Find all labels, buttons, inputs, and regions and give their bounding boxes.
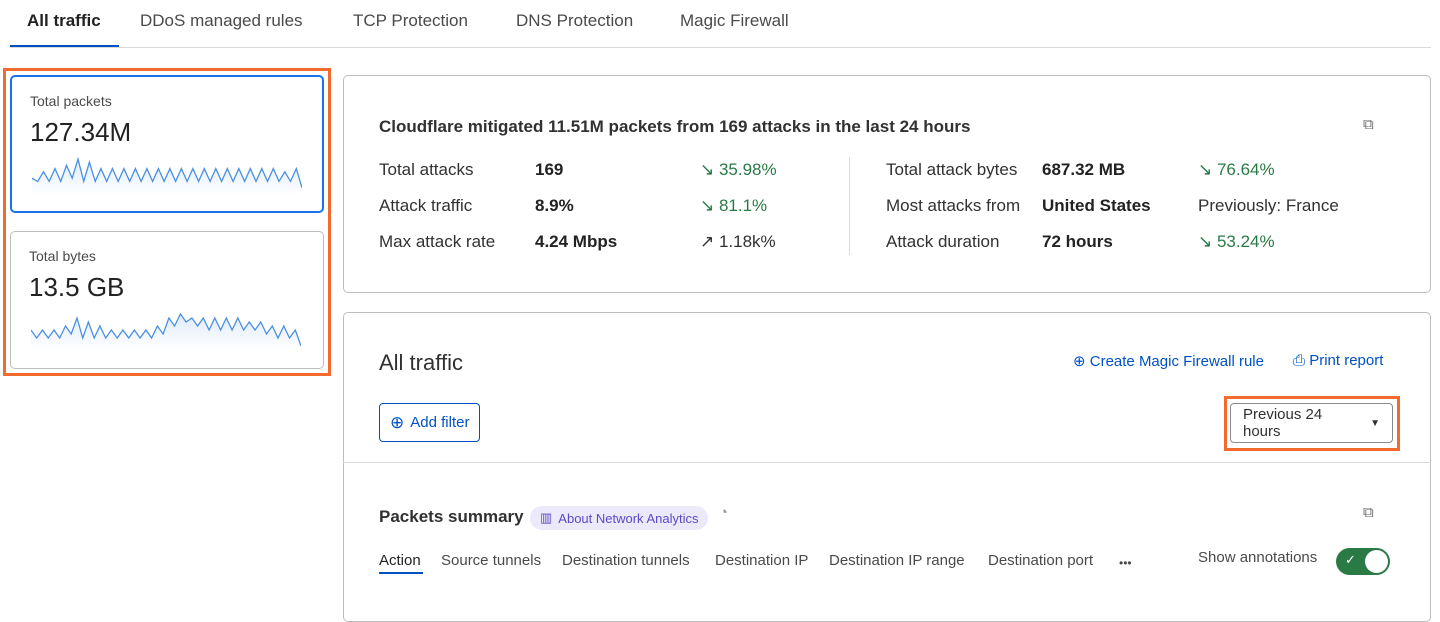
stat-text: Most attacks from bbox=[886, 196, 1021, 215]
stat-label: Attack duration bbox=[886, 232, 999, 252]
stat-text: Previously: France bbox=[1198, 196, 1339, 215]
subtab-destination-ip-range[interactable]: Destination IP range bbox=[829, 552, 965, 569]
stat-text: Attack duration bbox=[886, 232, 1000, 251]
tab-all-traffic[interactable]: All traffic bbox=[27, 11, 101, 30]
subtab-source-tunnels[interactable]: Source tunnels bbox=[441, 552, 542, 569]
stat-value: 169 bbox=[535, 160, 563, 180]
link-label: Create Magic Firewall rule bbox=[1089, 353, 1264, 370]
stat-change: ↘ 81.1% bbox=[700, 196, 767, 216]
summary-title: Cloudflare mitigated 11.51M packets from… bbox=[379, 117, 971, 136]
metric-card-total-packets[interactable]: Total packets 127.34M bbox=[10, 75, 324, 213]
arrow-down-right-icon: ↘ bbox=[1198, 160, 1217, 179]
stat-text: Attack traffic bbox=[379, 196, 473, 215]
stat-label: Total attacks bbox=[379, 160, 474, 180]
print-report-link[interactable]: ⎙ Print report bbox=[1293, 352, 1383, 369]
stat-text: 687.32 MB bbox=[1042, 160, 1126, 179]
stat-change: Previously: France bbox=[1198, 196, 1339, 216]
subtab-destination-port[interactable]: Destination port bbox=[988, 552, 1094, 569]
stat-text: 1.18k% bbox=[718, 232, 776, 251]
highlight-box bbox=[3, 68, 331, 376]
more-icon[interactable]: ••• bbox=[1119, 556, 1132, 570]
time-range-select[interactable]: Previous 24 hours ▼ bbox=[1230, 403, 1393, 443]
metric-label: Total bytes bbox=[29, 248, 96, 264]
link-label: About Network Analytics bbox=[558, 510, 699, 526]
sparkline bbox=[31, 312, 301, 350]
show-annotations-toggle[interactable]: ✓ bbox=[1336, 548, 1390, 575]
active-subtab-indicator bbox=[379, 572, 423, 574]
add-filter-button[interactable]: ⊕ Add filter bbox=[379, 403, 481, 442]
stat-value: United States bbox=[1042, 196, 1151, 216]
plus-circle-icon: ⊕ bbox=[390, 412, 405, 432]
toggle-knob bbox=[1365, 550, 1388, 573]
pie-chart-icon[interactable]: ◔ bbox=[719, 504, 729, 521]
stat-text: 81.1% bbox=[718, 196, 768, 215]
tab-magic-firewall[interactable]: Magic Firewall bbox=[680, 11, 789, 30]
divider bbox=[849, 157, 850, 255]
stat-text: Total attack bytes bbox=[886, 160, 1018, 179]
stat-text: 35.98% bbox=[718, 160, 777, 179]
stat-text: 8.9% bbox=[535, 196, 574, 215]
stat-text: Total attacks bbox=[379, 160, 474, 179]
stat-change: ↘ 76.64% bbox=[1198, 160, 1275, 180]
stat-text: 72 hours bbox=[1042, 232, 1113, 251]
arrow-down-right-icon: ↘ bbox=[700, 196, 719, 215]
stat-change: ↘ 35.98% bbox=[700, 160, 777, 180]
arrow-down-right-icon: ↘ bbox=[700, 160, 719, 179]
sparkline-line bbox=[31, 312, 301, 347]
stat-text: 76.64% bbox=[1216, 160, 1275, 179]
all-traffic-card bbox=[343, 312, 1431, 622]
stat-value: 8.9% bbox=[535, 196, 574, 216]
subtab-action[interactable]: Action bbox=[379, 552, 421, 569]
attack-summary-card bbox=[343, 75, 1431, 293]
stat-label: Most attacks from bbox=[886, 196, 1020, 216]
metric-label: Total packets bbox=[30, 93, 112, 109]
sparkline-area bbox=[31, 314, 301, 350]
copy-icon[interactable]: ⧉ bbox=[1363, 116, 1374, 133]
sparkline-line bbox=[32, 156, 302, 188]
select-value: Previous 24 hours bbox=[1243, 406, 1323, 440]
tab-dns-protection[interactable]: DNS Protection bbox=[516, 11, 634, 30]
highlight-box bbox=[1224, 396, 1400, 451]
active-tab-indicator bbox=[10, 45, 119, 47]
show-annotations-label: Show annotations bbox=[1198, 549, 1318, 566]
stat-label: Attack traffic bbox=[379, 196, 472, 216]
check-icon: ✓ bbox=[1345, 552, 1356, 567]
stat-value: 72 hours bbox=[1042, 232, 1113, 252]
book-icon: ▥ bbox=[540, 510, 553, 525]
create-firewall-rule-link[interactable]: ⊕ Create Magic Firewall rule bbox=[1073, 352, 1264, 370]
stat-change: ↘ 53.24% bbox=[1198, 232, 1275, 252]
button-label: Add filter bbox=[410, 414, 470, 431]
section-title: All traffic bbox=[379, 350, 463, 375]
copy-icon[interactable]: ⧉ bbox=[1363, 504, 1374, 521]
caret-down-icon: ▼ bbox=[1370, 417, 1380, 429]
divider bbox=[343, 462, 1431, 463]
stat-change: ↗ 1.18k% bbox=[700, 232, 776, 252]
stat-text: Max attack rate bbox=[379, 232, 496, 251]
stat-label: Total attack bytes bbox=[886, 160, 1017, 180]
plus-circle-icon: ⊕ bbox=[1073, 353, 1086, 370]
subtab-destination-ip[interactable]: Destination IP bbox=[715, 552, 809, 569]
stat-text: 53.24% bbox=[1216, 232, 1275, 251]
stat-value: 4.24 Mbps bbox=[535, 232, 617, 252]
packets-summary-title: Packets summary bbox=[379, 507, 524, 526]
stat-text: 169 bbox=[535, 160, 564, 179]
stat-value: 687.32 MB bbox=[1042, 160, 1125, 180]
sparkline-area bbox=[32, 159, 302, 195]
link-label: Print report bbox=[1309, 352, 1384, 369]
arrow-down-right-icon: ↘ bbox=[1198, 232, 1217, 251]
stat-text: United States bbox=[1042, 196, 1151, 215]
subtab-destination-tunnels[interactable]: Destination tunnels bbox=[562, 552, 690, 569]
stat-label: Max attack rate bbox=[379, 232, 495, 252]
metric-value: 127.34M bbox=[30, 117, 132, 147]
about-network-analytics-link[interactable]: ▥ About Network Analytics bbox=[530, 506, 709, 530]
stat-text: 4.24 Mbps bbox=[535, 232, 618, 251]
sparkline bbox=[32, 156, 302, 195]
metric-card-total-bytes[interactable]: Total bytes 13.5 GB bbox=[10, 231, 324, 369]
metric-value: 13.5 GB bbox=[29, 272, 125, 302]
printer-icon: ⎙ bbox=[1293, 352, 1306, 369]
tab-bar: All traffic DDoS managed rules TCP Prote… bbox=[10, 0, 1431, 48]
arrow-up-right-icon: ↗ bbox=[700, 232, 719, 251]
tab-tcp-protection[interactable]: TCP Protection bbox=[353, 11, 468, 30]
tab-ddos-managed-rules[interactable]: DDoS managed rules bbox=[140, 11, 303, 30]
